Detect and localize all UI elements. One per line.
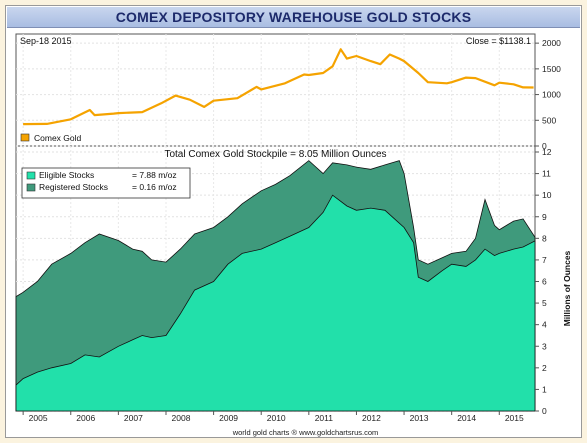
eligible-stocks-area	[15, 194, 536, 412]
gold-price-line	[23, 48, 534, 126]
bottom-ytick-label: 1	[542, 384, 547, 394]
stocks-legend-value: = 0.16 m/oz	[132, 182, 177, 192]
bottom-ytick-label: 11	[542, 169, 551, 179]
bottom-ytick-label: 6	[542, 277, 547, 287]
gold-legend-swatch	[20, 133, 30, 142]
xtick-label: 2011	[315, 413, 334, 423]
top-ytick-label: 500	[542, 115, 556, 125]
bottom-ytick-label: 5	[542, 298, 547, 308]
xtick-label: 2007	[124, 413, 143, 423]
xtick-label: 2006	[76, 413, 95, 423]
stocks-legend-box	[21, 167, 191, 199]
stocks-legend-value: = 7.88 m/oz	[132, 170, 177, 180]
xtick-label: 2015	[505, 413, 524, 423]
bottom-panel-title: Total Comex Gold Stockpile = 8.05 Millio…	[164, 149, 386, 160]
xtick-label: 2009	[219, 413, 238, 423]
top-ytick-label: 2000	[542, 38, 561, 48]
bottom-ytick-label: 12	[542, 147, 552, 157]
bottom-ylabel: Millions of Ounces	[562, 250, 572, 326]
xtick-label: 2012	[362, 413, 381, 423]
bottom-ytick-label: 8	[542, 233, 547, 243]
stocks-legend-name: Registered Stocks	[39, 182, 108, 192]
xtick-label: 2005	[29, 413, 48, 423]
stocks-legend-swatch	[26, 183, 36, 192]
xtick-label: 2014	[457, 413, 476, 423]
xtick-label: 2010	[267, 413, 286, 423]
date-label: Sep-18 2015	[20, 36, 72, 46]
gold-legend-label: Comex Gold	[34, 133, 82, 143]
bottom-ytick-label: 3	[542, 341, 547, 351]
title-bar: COMEX DEPOSITORY WAREHOUSE GOLD STOCKS	[7, 7, 580, 28]
bottom-ytick-label: 9	[542, 212, 547, 222]
top-panel-border	[15, 33, 536, 147]
top-ytick-label: 0	[542, 141, 547, 151]
stocks-legend-swatch	[26, 171, 36, 180]
footer-credit: world gold charts ® www.goldchartsrus.co…	[232, 428, 379, 437]
bottom-ytick-label: 4	[542, 320, 547, 330]
close-label: Close = $1138.1	[466, 36, 531, 46]
top-ytick-label: 1500	[542, 64, 561, 74]
bottom-ytick-label: 10	[542, 190, 552, 200]
xtick-label: 2013	[410, 413, 429, 423]
bottom-ytick-label: 0	[542, 406, 547, 416]
chart-title: COMEX DEPOSITORY WAREHOUSE GOLD STOCKS	[115, 9, 472, 25]
bottom-ytick-label: 7	[542, 255, 547, 265]
stocks-legend-name: Eligible Stocks	[39, 170, 94, 180]
bottom-ytick-label: 2	[542, 363, 547, 373]
xtick-label: 2008	[172, 413, 191, 423]
top-ytick-label: 1000	[542, 90, 561, 100]
